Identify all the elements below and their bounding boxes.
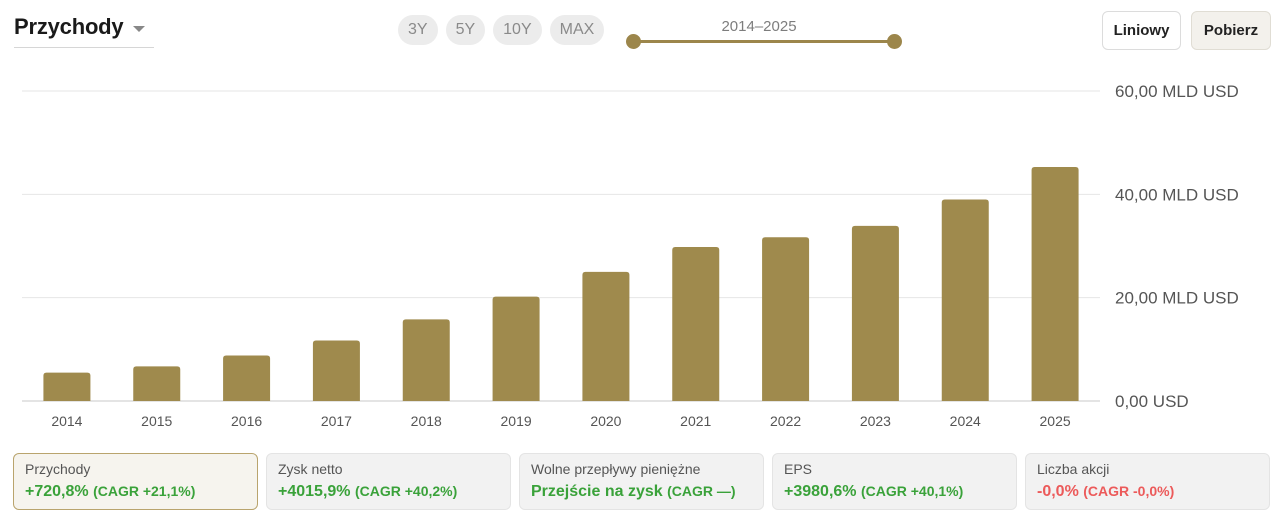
x-tick-label: 2023 [860, 413, 891, 429]
card-eps[interactable]: EPS +3980,6% (CAGR +40,1%) [772, 453, 1017, 510]
card-free-cash-flow[interactable]: Wolne przepływy pieniężne Przejście na z… [519, 453, 764, 510]
y-tick-label: 20,00 MLD USD [1115, 289, 1239, 308]
linear-scale-button[interactable]: Liniowy [1102, 11, 1181, 50]
year-range-label: 2014–2025 [721, 18, 797, 35]
metric-dropdown[interactable]: Przychody [14, 14, 154, 48]
card-net-income[interactable]: Zysk netto +4015,9% (CAGR +40,2%) [266, 453, 511, 510]
bar-2023[interactable] [851, 225, 899, 401]
x-tick-label: 2015 [141, 413, 172, 429]
bar-2024[interactable] [941, 199, 989, 402]
card-name: Zysk netto [278, 461, 343, 477]
card-name: EPS [784, 461, 813, 477]
card-name: Przychody [25, 461, 91, 477]
card-value: -0,0% [1037, 483, 1079, 500]
x-tick-label: 2020 [590, 413, 621, 429]
x-tick-label: 2018 [411, 413, 442, 429]
slider-handle-end[interactable] [887, 34, 902, 49]
slider-handle-start[interactable] [626, 34, 641, 49]
card-share-count[interactable]: Liczba akcji -0,0% (CAGR -0,0%) [1025, 453, 1270, 510]
revenue-bar-chart: 2014 2015 2016 2017 2018 2019 2020 2021 2022 2023… [22, 82, 1239, 429]
bar-2022[interactable] [762, 237, 810, 401]
card-name: Liczba akcji [1037, 461, 1110, 477]
y-tick-label: 60,00 MLD USD [1115, 82, 1239, 101]
range-buttons: 3Y 5Y 10Y MAX [398, 15, 605, 45]
range-button-10y[interactable]: 10Y [493, 15, 542, 45]
card-cagr: (CAGR +21,1%) [93, 483, 196, 499]
y-tick-label: 40,00 MLD USD [1115, 185, 1239, 204]
x-tick-label: 2024 [950, 413, 981, 429]
card-value: +3980,6% [784, 483, 857, 500]
card-revenue[interactable]: Przychody +720,8% (CAGR +21,1%) [13, 453, 258, 510]
x-tick-label: 2021 [680, 413, 711, 429]
x-tick-label: 2019 [501, 413, 532, 429]
year-range-slider[interactable]: 2014–2025 [626, 16, 902, 50]
x-tick-label: 2014 [51, 413, 82, 429]
download-button[interactable]: Pobierz [1191, 11, 1271, 50]
bar-2021[interactable] [672, 247, 720, 401]
card-cagr: (CAGR —) [667, 483, 736, 499]
bar-2015[interactable] [133, 366, 181, 401]
card-value: +720,8% [25, 483, 89, 500]
bar-2016[interactable] [223, 355, 271, 401]
chevron-down-icon [133, 26, 145, 32]
card-value: Przejście na zysk [531, 483, 663, 500]
metric-cards: Przychody +720,8% (CAGR +21,1%) Zysk net… [13, 453, 1270, 510]
x-tick-label: 2016 [231, 413, 262, 429]
metric-title: Przychody [14, 14, 124, 39]
bar-2014[interactable] [43, 372, 91, 401]
card-cagr: (CAGR +40,1%) [860, 483, 964, 499]
range-button-5y[interactable]: 5Y [445, 15, 486, 45]
x-tick-label: 2022 [770, 413, 801, 429]
x-tick-label: 2025 [1040, 413, 1071, 429]
range-button-max[interactable]: MAX [549, 15, 605, 45]
y-tick-label: 0,00 USD [1115, 392, 1189, 411]
bar-2025[interactable] [1031, 166, 1079, 401]
card-name: Wolne przepływy pieniężne [531, 461, 701, 477]
card-cagr: (CAGR +40,2%) [354, 483, 458, 499]
bar-2020[interactable] [582, 271, 630, 401]
bar-2017[interactable] [312, 340, 360, 401]
x-tick-label: 2017 [321, 413, 352, 429]
range-button-3y[interactable]: 3Y [398, 15, 438, 45]
card-cagr: (CAGR -0,0%) [1083, 483, 1175, 499]
bar-2018[interactable] [402, 319, 450, 401]
slider-track[interactable] [633, 40, 894, 43]
bar-2019[interactable] [492, 296, 540, 401]
card-value: +4015,9% [278, 483, 351, 500]
